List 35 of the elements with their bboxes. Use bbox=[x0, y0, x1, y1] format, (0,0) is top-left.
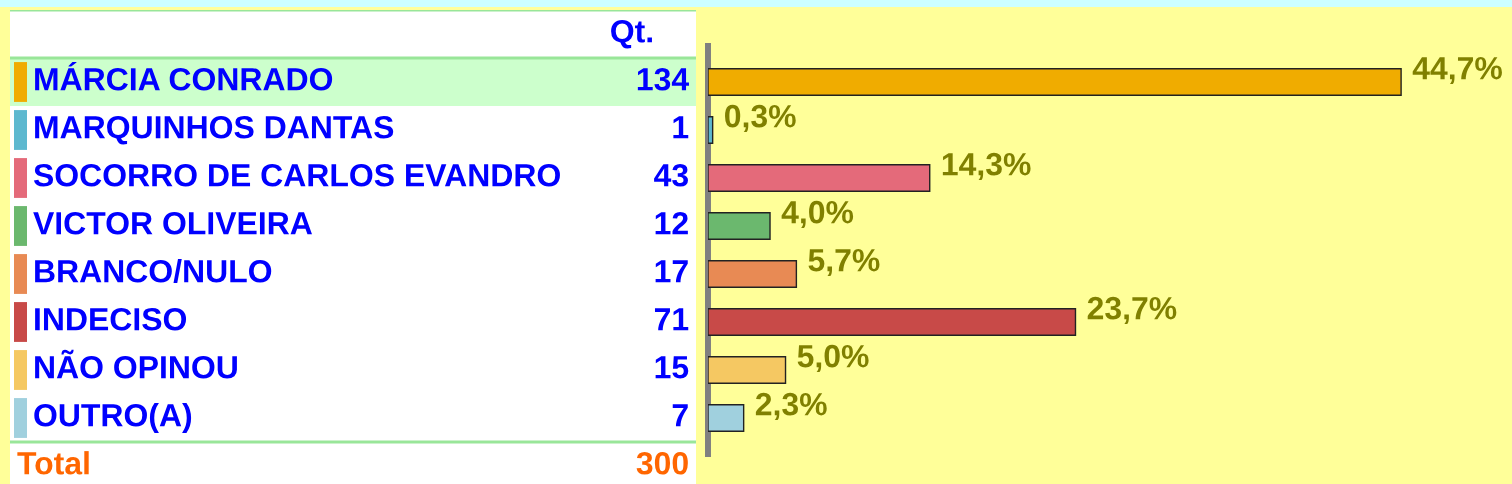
data-label: 4,0% bbox=[781, 200, 854, 229]
data-label: 71 bbox=[654, 308, 689, 331]
category-label: SOCORRO DE CARLOS EVANDRO bbox=[33, 163, 560, 187]
data-label: 23,7% bbox=[1087, 296, 1177, 325]
data-label: 5,0% bbox=[797, 344, 869, 373]
data-label: 44,7% bbox=[1412, 56, 1502, 85]
category-label: OUTRO(A) bbox=[34, 403, 192, 433]
category-label: MARQUINHOS DANTAS bbox=[35, 115, 394, 145]
data-label: 5,7% bbox=[808, 248, 880, 277]
data-label: 7 bbox=[672, 404, 688, 427]
text: Qt. bbox=[611, 19, 652, 49]
category-label: INDECISO bbox=[35, 307, 187, 331]
data-label: 134 bbox=[637, 67, 689, 91]
bar bbox=[708, 116, 714, 144]
bar bbox=[708, 68, 1402, 96]
category-label: NÃO OPINOU bbox=[35, 349, 237, 379]
category-label: MÁRCIA CONRADO bbox=[35, 61, 333, 91]
data-label: 1 bbox=[673, 116, 689, 139]
data-label: 12 bbox=[655, 211, 688, 235]
category-label: VICTOR OLIVEIRA bbox=[33, 211, 312, 235]
bar bbox=[708, 260, 798, 288]
data-label: 14,3% bbox=[942, 152, 1031, 181]
bar bbox=[708, 356, 787, 384]
text: Total bbox=[17, 451, 89, 475]
bar bbox=[708, 164, 931, 192]
data-label: 17 bbox=[655, 260, 688, 283]
data-label: 15 bbox=[655, 356, 689, 379]
bar bbox=[708, 404, 745, 432]
bar bbox=[708, 212, 771, 240]
data-label: 43 bbox=[654, 163, 688, 187]
bar bbox=[708, 308, 1077, 336]
data-label: 0,3% bbox=[725, 104, 796, 133]
category-label: BRANCO/NULO bbox=[35, 259, 272, 283]
text: 300 bbox=[636, 451, 688, 475]
data-label: 2,3% bbox=[755, 392, 827, 421]
